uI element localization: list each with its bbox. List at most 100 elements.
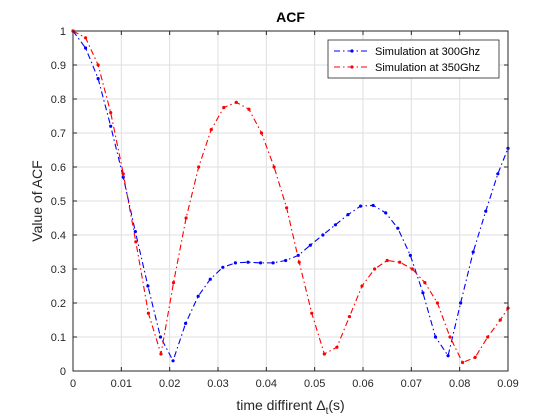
- series-1-point: [484, 209, 488, 213]
- legend-label-1: Simulation at 300Ghz: [375, 46, 480, 58]
- series-2-point: [460, 360, 465, 365]
- series-1-point: [258, 261, 263, 265]
- legend: Simulation at 300Ghz Simulation at 350Ghz: [327, 39, 500, 79]
- x-axis-title: time diffirent Δt(s): [236, 397, 344, 417]
- series-2-point: [473, 355, 477, 359]
- series-1-point: [384, 211, 388, 215]
- y-tick-label: 0.5: [51, 196, 66, 208]
- series-1-point: [184, 321, 188, 325]
- series-2-point: [385, 258, 389, 263]
- series-1-point: [271, 261, 275, 265]
- x-tick-label: 0.05: [304, 378, 325, 390]
- x-axis-title-subscript: t: [326, 406, 329, 417]
- series-1-point: [133, 230, 137, 234]
- series-1-point: [471, 250, 475, 254]
- series-1-point: [346, 213, 350, 217]
- chart-title: ACF: [276, 9, 305, 25]
- series-2-point: [184, 216, 188, 220]
- series-1-point: [221, 265, 225, 269]
- legend-marker-2: [350, 65, 354, 69]
- series-1-point: [96, 77, 100, 81]
- x-tick-label: 0.03: [207, 378, 228, 390]
- series-1-point: [321, 233, 325, 237]
- x-tick-label: 0.09: [497, 378, 518, 390]
- legend-entries: Simulation at 300Ghz Simulation at 350Ghz: [334, 46, 480, 74]
- x-axis-title-suffix: (s): [328, 397, 344, 413]
- series-1-point: [196, 294, 200, 298]
- y-tick-label: 0.2: [51, 298, 66, 310]
- series-1-point: [358, 204, 363, 208]
- series-1-point: [496, 172, 500, 176]
- series-2-point: [360, 284, 364, 288]
- series-2-point: [234, 100, 238, 104]
- x-axis-title-symbol: Δ: [316, 397, 325, 413]
- series-1-point: [109, 124, 113, 128]
- series-2-point: [209, 128, 213, 132]
- series-2-point: [222, 105, 226, 110]
- series-1-point: [208, 277, 212, 281]
- series-2-point: [109, 111, 113, 115]
- series-2-point: [285, 206, 289, 210]
- series-2-point: [96, 63, 100, 67]
- series-2-point: [448, 335, 452, 339]
- series-2-point: [423, 281, 427, 285]
- series-1-point: [308, 243, 312, 247]
- series-1-point: [433, 335, 438, 339]
- y-tick-label: 0.8: [51, 94, 66, 106]
- series-2-point: [159, 352, 163, 356]
- series-2-point: [83, 36, 88, 40]
- series-1-point: [146, 284, 150, 288]
- y-tick-label: 0.1: [51, 332, 66, 344]
- y-tick-label: 1: [60, 26, 66, 38]
- series-1-point: [396, 226, 400, 230]
- series-1-point: [83, 46, 88, 50]
- series-2-point: [146, 311, 150, 315]
- legend-label-2: Simulation at 350Ghz: [375, 62, 480, 74]
- x-tick-label: 0.01: [111, 378, 132, 390]
- y-tick-label: 0.6: [51, 162, 66, 174]
- series-1-point: [421, 291, 425, 295]
- series-1-point: [233, 261, 237, 265]
- series-2-point: [259, 131, 264, 135]
- series-2-point: [134, 240, 138, 244]
- series-1-point: [284, 258, 288, 263]
- series-2-point: [410, 267, 414, 271]
- y-tick-label: 0.4: [51, 230, 66, 242]
- x-tick-label: 0.04: [256, 378, 277, 390]
- series-1-point: [171, 359, 175, 363]
- y-tick-label: 0.7: [51, 128, 66, 140]
- series-1-point: [158, 335, 163, 339]
- series-1-point: [446, 354, 450, 358]
- series-line-1: [72, 30, 509, 363]
- series-2-point: [373, 267, 377, 271]
- series-2-point: [435, 301, 440, 305]
- y-tick-label: 0.9: [51, 60, 66, 72]
- series-1-point: [246, 260, 250, 264]
- series-2-point: [486, 335, 490, 339]
- series-2-point: [272, 165, 276, 169]
- x-tick-label: 0: [70, 378, 76, 390]
- y-axis-title: Value of ACF: [29, 160, 45, 241]
- series-2-point: [310, 311, 314, 315]
- x-axis-title-prefix: time diffirent: [236, 397, 316, 413]
- series-2-point: [322, 352, 326, 356]
- series-2-point: [171, 281, 176, 285]
- series-2-point: [335, 345, 339, 349]
- series-1-point: [459, 301, 463, 305]
- y-tick-label: 0: [60, 366, 66, 378]
- series-2-point: [347, 315, 352, 319]
- series-2-point: [297, 260, 301, 264]
- legend-box: [327, 39, 500, 79]
- series-2-point: [197, 165, 201, 169]
- x-tick-label: 0.07: [401, 378, 422, 390]
- x-tick-label: 0.02: [159, 378, 180, 390]
- series-1-point: [408, 253, 412, 257]
- y-tick-label: 0.3: [51, 264, 66, 276]
- ticks: 0 0.01 0.02 0.03 0.04 0.05 0.06 0.07 0.08 0.09 0 0.…: [51, 26, 519, 390]
- series-line-2: [72, 30, 509, 364]
- x-tick-label: 0.08: [449, 378, 470, 390]
- x-tick-label: 0.06: [352, 378, 373, 390]
- series-2-point: [121, 172, 125, 176]
- series-1-point: [371, 203, 375, 208]
